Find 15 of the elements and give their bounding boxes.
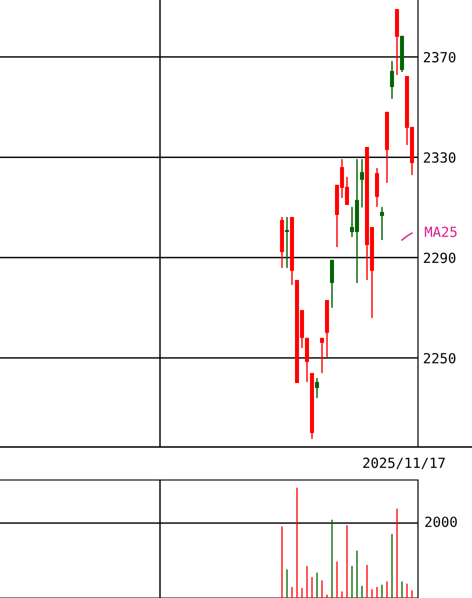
candlestick xyxy=(390,60,394,100)
candlestick xyxy=(360,158,364,208)
candlestick xyxy=(315,377,319,399)
candlestick xyxy=(285,216,289,269)
candlestick xyxy=(380,206,384,241)
y-tick-label: 2370 xyxy=(424,52,456,62)
candlestick xyxy=(320,337,324,374)
candlestick xyxy=(330,259,334,308)
text: 2000 xyxy=(425,516,457,528)
y-tick-label: 2250 xyxy=(424,352,456,364)
candlestick xyxy=(375,167,379,208)
series-label: MA25 xyxy=(424,226,457,238)
text: 2025/11/17 xyxy=(363,458,445,470)
y-tick-label: 2330 xyxy=(424,152,456,163)
y-tick-label: 2290 xyxy=(424,252,456,264)
